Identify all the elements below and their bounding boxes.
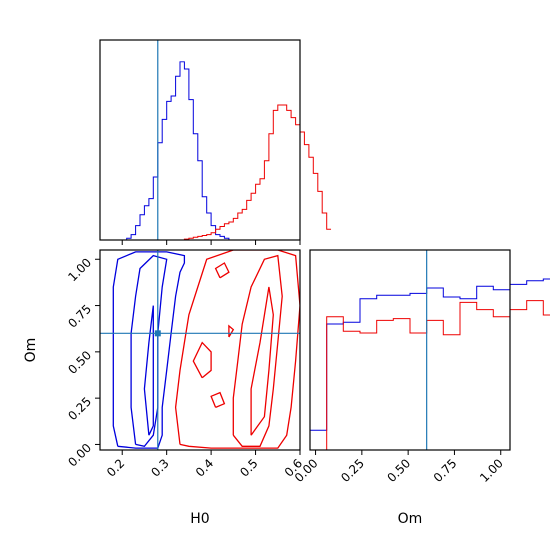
contour-0-2	[143, 305, 154, 436]
joint-panel: 0.2 0.3 0.4 0.5 0.6 0.000.250.500.751.00 H0 …	[23, 249, 305, 527]
joint-x-ticks: 0.2 0.3 0.4 0.5 0.6	[104, 450, 305, 480]
om-x-tick-label: 0.25	[338, 456, 367, 485]
contour-1-4	[214, 262, 230, 279]
contour-1-5	[228, 324, 235, 338]
joint-y-tick-label: 0.50	[65, 348, 94, 377]
joint-x-tick-label: 0.2	[104, 456, 127, 479]
contour-1-0	[174, 250, 300, 449]
hist-series-0	[310, 275, 550, 450]
om-marginal-panel: 0.00 0.25 0.50 0.75 1.00 Om	[292, 249, 550, 527]
joint-x-tick-label: 0.3	[148, 456, 171, 479]
h0-marginal-frame	[99, 39, 301, 241]
om-x-tick-label: 1.00	[477, 456, 506, 485]
hist-series-1	[310, 292, 550, 450]
y-axis-label-om: Om	[23, 338, 39, 363]
h0-marginal-panel	[99, 39, 331, 245]
joint-y-tick-label: 0.00	[65, 441, 94, 470]
om-x-tick-label: 0.75	[431, 456, 460, 485]
h0-hist-series	[100, 62, 331, 240]
h0-marginal-ticks	[121, 240, 301, 245]
contour-1-2	[250, 286, 274, 436]
om-hist-series	[310, 275, 550, 450]
joint-y-tick-label: 0.25	[65, 394, 94, 423]
om-marginal-frame	[309, 249, 511, 451]
joint-truth-marker	[154, 330, 161, 337]
joint-frame	[99, 249, 301, 451]
contour-0-1	[130, 254, 168, 448]
joint-x-tick-label: 0.5	[237, 456, 260, 479]
joint-y-ticks: 0.00 0.25 0.50 0.75 1.00	[65, 255, 100, 469]
joint-x-tick-label: 0.4	[193, 456, 216, 479]
x-axis-label-h0: H0	[190, 511, 209, 527]
contour-1-1	[232, 254, 283, 447]
x-axis-label-om: Om	[398, 511, 423, 527]
hist-series-0	[100, 62, 300, 240]
hist-series-1	[100, 105, 331, 240]
joint-contours	[112, 250, 300, 449]
joint-y-tick-label: 1.00	[65, 255, 94, 284]
contour-1-3	[192, 341, 212, 379]
joint-y-tick-label: 0.75	[65, 302, 94, 331]
om-marginal-ticks: 0.00 0.25 0.50 0.75 1.00	[292, 450, 506, 485]
om-x-tick-label: 0.50	[384, 456, 413, 485]
contour-0-0	[112, 251, 186, 449]
contour-1-6	[210, 391, 226, 408]
